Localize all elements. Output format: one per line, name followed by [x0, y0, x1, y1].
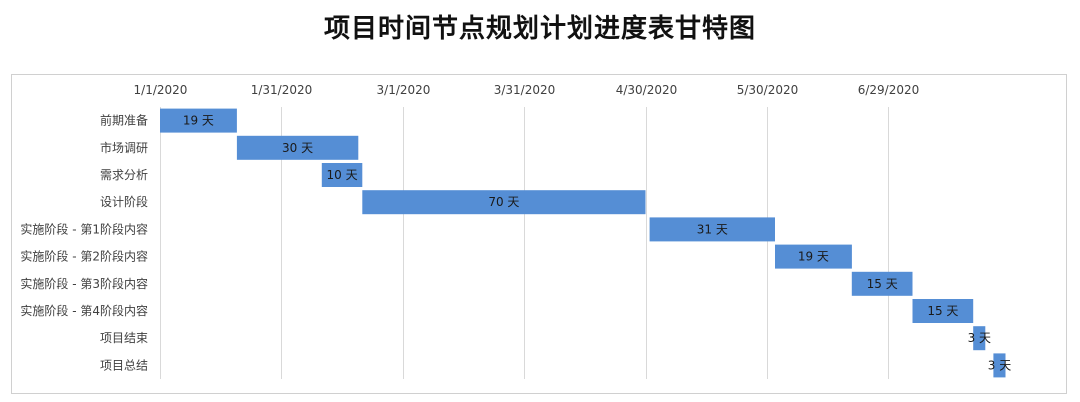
- gantt-bar: [851, 271, 913, 296]
- bar-data-label: 15 天: [927, 304, 958, 318]
- gantt-bar: [993, 353, 1006, 378]
- page-title: 项目时间节点规划计划进度表甘特图: [323, 14, 756, 44]
- task-label: 实施阶段 - 第3阶段内容: [20, 276, 148, 291]
- bar-data-label: 3 天: [988, 358, 1011, 372]
- x-tick-label: 3/31/2020: [494, 83, 556, 97]
- task-label: 实施阶段 - 第2阶段内容: [20, 249, 148, 264]
- gantt-bar: [236, 135, 359, 160]
- gantt-bar: [775, 244, 852, 269]
- bar-data-label: 30 天: [282, 141, 313, 155]
- gantt-bar: [362, 190, 646, 215]
- task-label: 实施阶段 - 第1阶段内容: [20, 221, 148, 236]
- x-tick-label: 1/31/2020: [251, 83, 313, 97]
- bar-data-label: 19 天: [183, 114, 214, 128]
- bar-data-label: 15 天: [867, 277, 898, 291]
- task-label: 项目结束: [100, 331, 148, 345]
- bar-data-label: 10 天: [327, 168, 358, 182]
- x-tick-label: 4/30/2020: [616, 83, 678, 97]
- task-label: 需求分析: [100, 168, 148, 182]
- x-tick-label: 6/29/2020: [858, 83, 920, 97]
- task-label: 前期准备: [100, 113, 148, 128]
- gantt-chart: 1/1/2020 1/31/2020 3/1/2020 3/31/2020 4/30/2…: [20, 83, 1011, 379]
- task-label: 设计阶段: [100, 194, 148, 209]
- gantt-bar: [321, 163, 363, 187]
- bar-data-label: 70 天: [488, 195, 519, 209]
- x-tick-label: 1/1/2020: [134, 83, 188, 97]
- task-label: 市场调研: [100, 140, 148, 155]
- task-label: 实施阶段 - 第4阶段内容: [20, 303, 148, 318]
- bar-data-label: 31 天: [697, 222, 728, 236]
- task-label: 项目总结: [100, 358, 148, 372]
- x-tick-label: 3/1/2020: [377, 83, 431, 97]
- bar-data-label: 3 天: [968, 331, 991, 345]
- gantt-bar: [973, 326, 986, 351]
- bar-data-label: 19 天: [798, 250, 829, 264]
- gantt-bar: [649, 217, 775, 242]
- gantt-bar: [160, 108, 237, 133]
- chart-frame: 1/1/2020 1/31/2020 3/1/2020 3/31/2020 4/30/2…: [11, 74, 1067, 394]
- gantt-bar: [912, 299, 974, 323]
- x-tick-label: 5/30/2020: [737, 83, 799, 97]
